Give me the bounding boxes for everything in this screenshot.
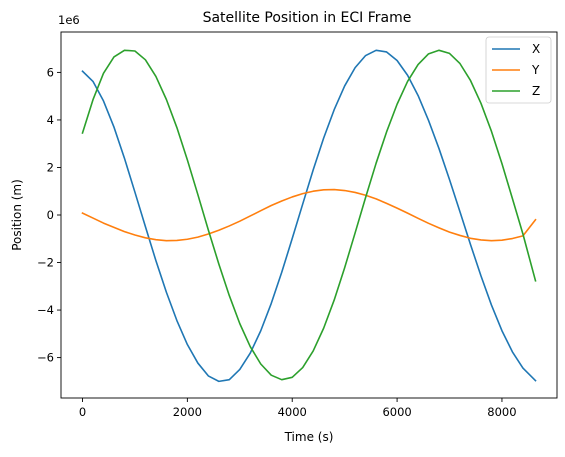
series-layer xyxy=(81,49,537,383)
y-tick-label: −4 xyxy=(37,303,54,317)
y-tick-label: −2 xyxy=(37,256,54,270)
x-tick-label: 8000 xyxy=(487,405,516,419)
y-tick-label: 2 xyxy=(47,160,54,174)
y-tick-label: 6 xyxy=(47,65,54,79)
legend-label-x: X xyxy=(532,42,540,56)
x-tick-label: 0 xyxy=(79,405,86,419)
x-axis: 0 2000 4000 6000 8000 xyxy=(79,398,517,419)
series-line-z xyxy=(81,49,537,381)
x-tick-label: 4000 xyxy=(278,405,307,419)
y-tick-label: −6 xyxy=(37,351,54,365)
y-axis: 6 4 2 0 −2 −4 −6 xyxy=(37,65,61,365)
series-line-x xyxy=(81,49,537,383)
y-offset-label: 1e6 xyxy=(58,13,80,27)
y-tick-label: 4 xyxy=(47,113,54,127)
legend-label-z: Z xyxy=(532,84,540,98)
legend: XYZ xyxy=(485,36,552,104)
x-tick-label: 2000 xyxy=(173,405,202,419)
chart-title: Satellite Position in ECI Frame xyxy=(203,10,412,26)
series-line-y xyxy=(81,188,537,242)
x-axis-label: Time (s) xyxy=(284,430,334,444)
legend-label-y: Y xyxy=(531,63,540,77)
y-tick-label: 0 xyxy=(47,208,54,222)
x-tick-label: 6000 xyxy=(382,405,411,419)
y-axis-label: Position (m) xyxy=(10,179,24,251)
